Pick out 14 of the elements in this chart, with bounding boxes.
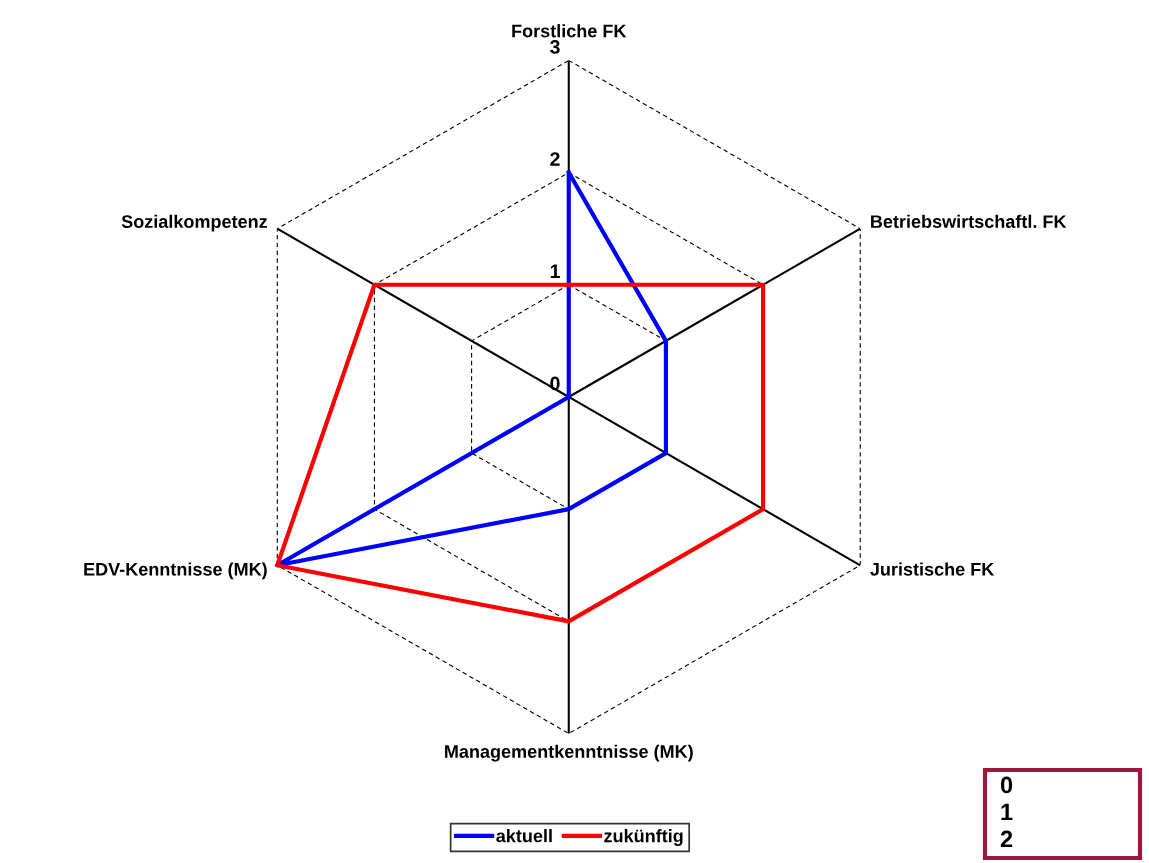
text: 1 <box>1001 803 1013 821</box>
spoke-label: Juristische FK <box>870 562 995 576</box>
text: 0 <box>1000 776 1013 794</box>
spoke-label: Forstliche FK <box>512 24 627 38</box>
y-tick-label: 1 <box>550 264 560 278</box>
text: 2 <box>1000 830 1013 848</box>
spoke-label: Managementkenntnisse (MK) <box>445 744 693 762</box>
spoke-label: Sozialkompetenz <box>121 214 268 232</box>
y-tick-label: 2 <box>550 152 560 166</box>
legend-label: aktuell <box>496 829 552 843</box>
spoke-label: Betriebswirtschaftl. FK <box>871 214 1067 228</box>
legend-label: zukünftig <box>604 829 683 846</box>
spoke-label: EDV-Kenntnisse (MK) <box>84 562 267 580</box>
y-tick-label: 3 <box>550 40 560 54</box>
